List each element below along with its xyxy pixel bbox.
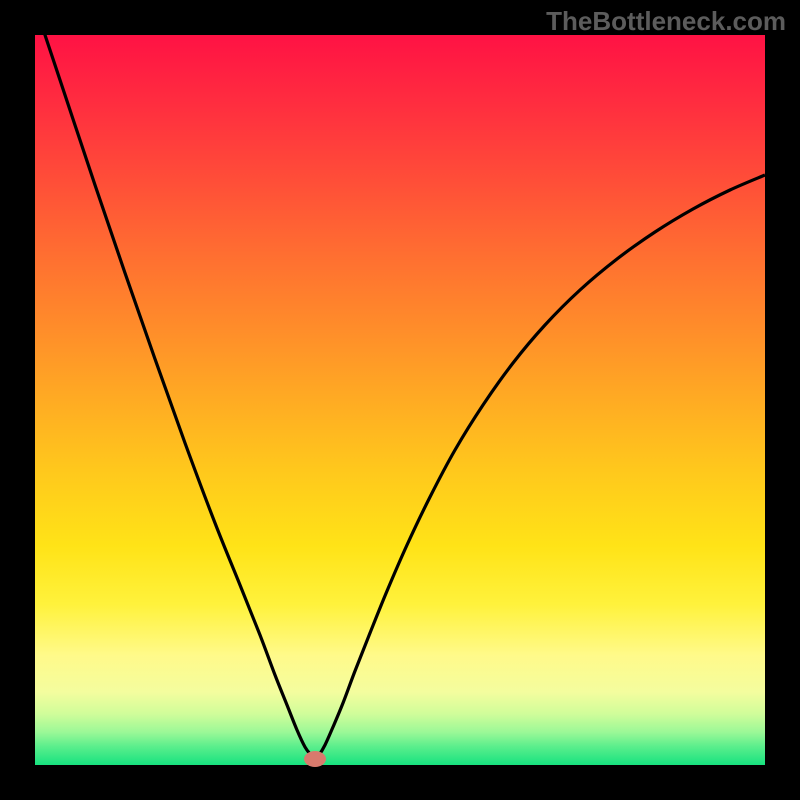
plot-area [35,35,765,765]
watermark-label: TheBottleneck.com [546,6,786,37]
bottleneck-curve [35,35,765,765]
curve-path [35,35,765,759]
chart-frame: TheBottleneck.com [0,0,800,800]
optimum-marker [304,751,326,767]
